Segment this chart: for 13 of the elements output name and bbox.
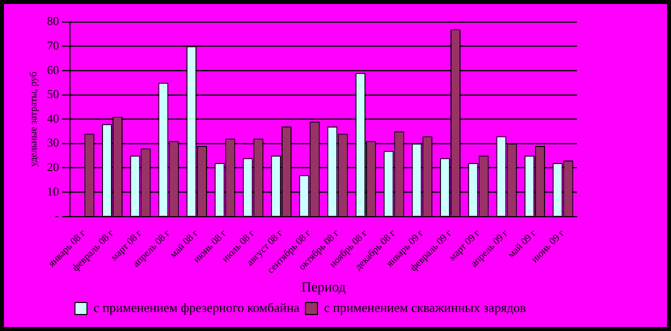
x-axis-title: Период	[301, 280, 346, 296]
y-axis-title: удельные затраты, руб	[28, 72, 40, 167]
y-tick-label: 40	[47, 111, 59, 126]
y-tick-label: 30	[47, 136, 59, 150]
y-tick-label: 80	[47, 14, 59, 28]
y-tick-label: 60	[47, 62, 59, 77]
y-tick-label: 70	[47, 38, 59, 52]
legend-label: с применением фрезерного комбайна	[93, 300, 300, 315]
y-tick-label: 10	[47, 184, 59, 198]
y-tick-label: 50	[47, 87, 59, 102]
y-tick-label: -	[55, 208, 59, 223]
y-tick-label: 20	[47, 160, 59, 174]
legend-label: с применением скважинных зарядов	[324, 300, 526, 315]
